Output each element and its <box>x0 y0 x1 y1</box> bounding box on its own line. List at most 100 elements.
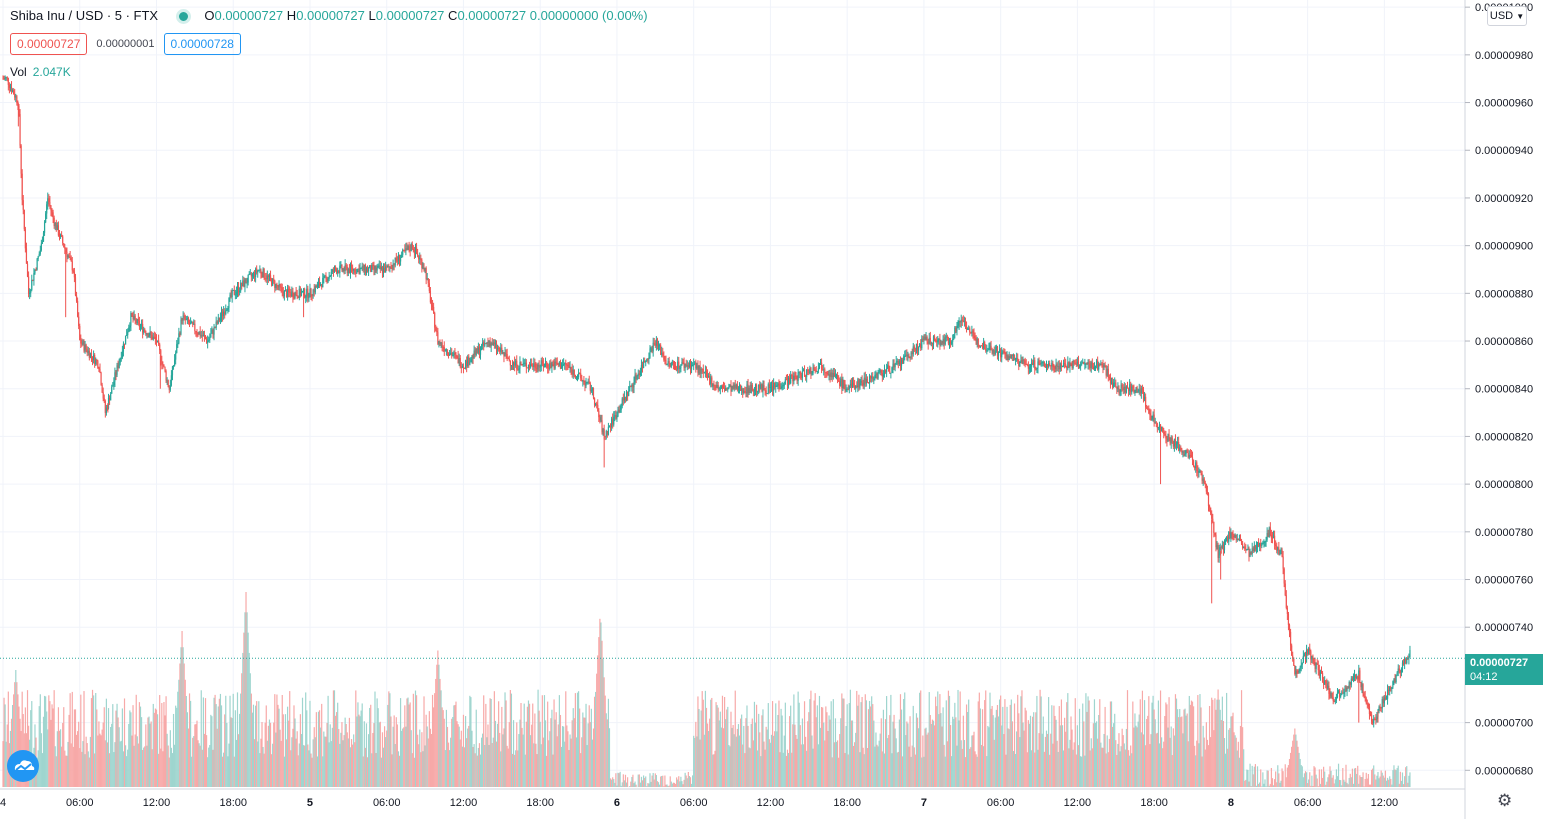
candle-body <box>430 302 433 306</box>
candle-body <box>917 346 920 351</box>
candle-body <box>1039 363 1041 365</box>
volume-bar <box>674 783 677 787</box>
candle-body <box>91 356 94 361</box>
volume-bar <box>658 784 661 787</box>
volume-bar <box>580 753 582 787</box>
gear-icon[interactable]: ⚙ <box>1497 791 1513 810</box>
volume-bar <box>388 691 390 787</box>
volume-bar <box>786 749 789 787</box>
volume-bar <box>1265 786 1267 787</box>
time-axis[interactable]: 4 06:00 12:00 18:00 5 06:00 12:00 18:00 6 06:00 12… <box>0 788 1465 809</box>
candle-body <box>1030 362 1033 367</box>
volume-bar <box>118 727 120 787</box>
candle-body <box>585 382 587 386</box>
volume-bar <box>703 734 705 787</box>
volume-bar <box>880 718 882 787</box>
volume-bar <box>907 723 909 787</box>
volume-bar <box>420 752 422 787</box>
candle-body <box>954 327 956 335</box>
candle-body <box>1042 362 1044 364</box>
volume-bar <box>1310 785 1312 787</box>
volume-bar <box>253 739 256 787</box>
candle-body <box>692 364 694 366</box>
volume-bar <box>679 781 681 787</box>
volume-bar <box>901 756 904 787</box>
price-axis[interactable]: 0.000010000.000009800.000009600.00000940… <box>1464 0 1545 819</box>
volume-label[interactable]: Vol <box>10 65 27 79</box>
sell-price-button[interactable]: 0.00000727 <box>10 33 88 55</box>
volume-bar <box>1301 766 1303 787</box>
currency-button[interactable]: USD ▼ <box>1487 6 1527 26</box>
candle-body <box>387 265 389 268</box>
volume-bar <box>1222 720 1225 787</box>
candle-body <box>882 374 885 377</box>
volume-bar <box>299 714 301 787</box>
candle-body <box>174 359 176 366</box>
volume-bar <box>1139 699 1141 787</box>
volume-bar <box>967 711 969 787</box>
volume-bar <box>99 733 101 787</box>
volume-bar <box>1329 766 1331 787</box>
candle-body <box>1359 670 1361 683</box>
candle-body <box>361 266 363 269</box>
candle-body <box>473 350 475 359</box>
candle-body <box>930 342 932 344</box>
volume-bar <box>623 780 626 787</box>
volume-bar <box>791 752 793 787</box>
tradingview-cloud-icon[interactable] <box>7 750 39 782</box>
candle-body <box>538 364 540 367</box>
candle-body <box>765 390 767 394</box>
volume-bar <box>931 719 934 787</box>
candle-body <box>547 364 549 368</box>
candle-body <box>223 311 225 316</box>
volume-bar <box>921 757 923 787</box>
candle-body <box>1390 687 1392 689</box>
volume-bar <box>1018 713 1020 787</box>
candle-body <box>209 337 211 340</box>
volume-bar <box>554 719 556 787</box>
candle-body <box>1245 548 1247 550</box>
volume-bar <box>461 746 463 787</box>
candle-body <box>73 271 76 278</box>
volume-bar <box>981 709 984 787</box>
volume-bar <box>376 698 378 787</box>
candle-body <box>200 335 202 337</box>
candle-body <box>769 386 772 389</box>
volume-bar <box>1143 700 1146 787</box>
candle-body <box>1035 368 1037 370</box>
candle-body <box>1046 364 1049 367</box>
volume-bar <box>6 724 8 787</box>
volume-bar <box>1211 697 1213 787</box>
candle-body <box>436 330 438 333</box>
symbol-title[interactable]: Shiba Inu / USD · 5 · FTX <box>10 8 159 23</box>
candle-body <box>423 267 425 271</box>
volume-bar <box>489 698 491 787</box>
volume-bar <box>473 744 475 787</box>
volume-bar <box>1131 753 1133 787</box>
candle-body <box>895 361 897 364</box>
volume-bar <box>54 746 56 787</box>
candle-body <box>1302 655 1304 663</box>
candle-body <box>318 282 321 286</box>
candle-body <box>964 321 967 326</box>
candle-body <box>760 384 762 389</box>
volume-bar <box>224 714 226 787</box>
volume-bar <box>824 740 826 787</box>
volume-bar <box>531 724 533 787</box>
candle-body <box>13 90 15 95</box>
volume-bar <box>391 754 393 787</box>
candle-body <box>163 365 165 367</box>
candle-body <box>450 352 452 355</box>
candle-body <box>1218 549 1220 558</box>
volume-bar <box>450 737 452 787</box>
candle-body <box>995 346 997 351</box>
candle-body <box>302 288 305 292</box>
volume-bar <box>1368 784 1371 787</box>
candle-body <box>587 381 589 383</box>
buy-price-button[interactable]: 0.00000728 <box>163 33 241 55</box>
candle-body <box>913 346 915 350</box>
candle-body <box>614 415 616 417</box>
volume-bar <box>1215 709 1217 787</box>
volume-bar <box>375 752 377 787</box>
